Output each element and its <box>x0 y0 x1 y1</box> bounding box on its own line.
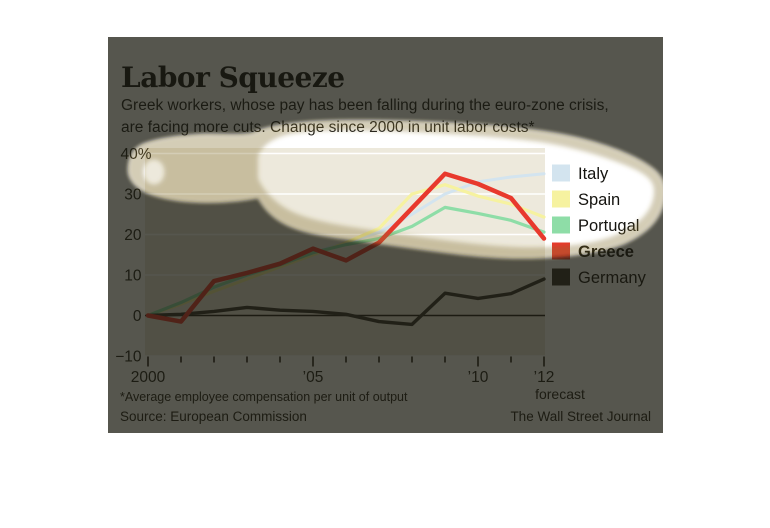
legend-swatch-italy <box>552 164 570 182</box>
legend-swatch-spain <box>552 190 570 208</box>
legend-label-spain: Spain <box>578 191 620 209</box>
legend-swatch-portugal <box>552 216 570 234</box>
legend-label-italy: Italy <box>578 165 609 183</box>
spotlight-overlay <box>108 37 663 433</box>
spotlight-halo-ring <box>128 120 663 259</box>
legend-label-portugal: Portugal <box>578 217 639 235</box>
spotlight-dark-layer <box>108 37 663 433</box>
